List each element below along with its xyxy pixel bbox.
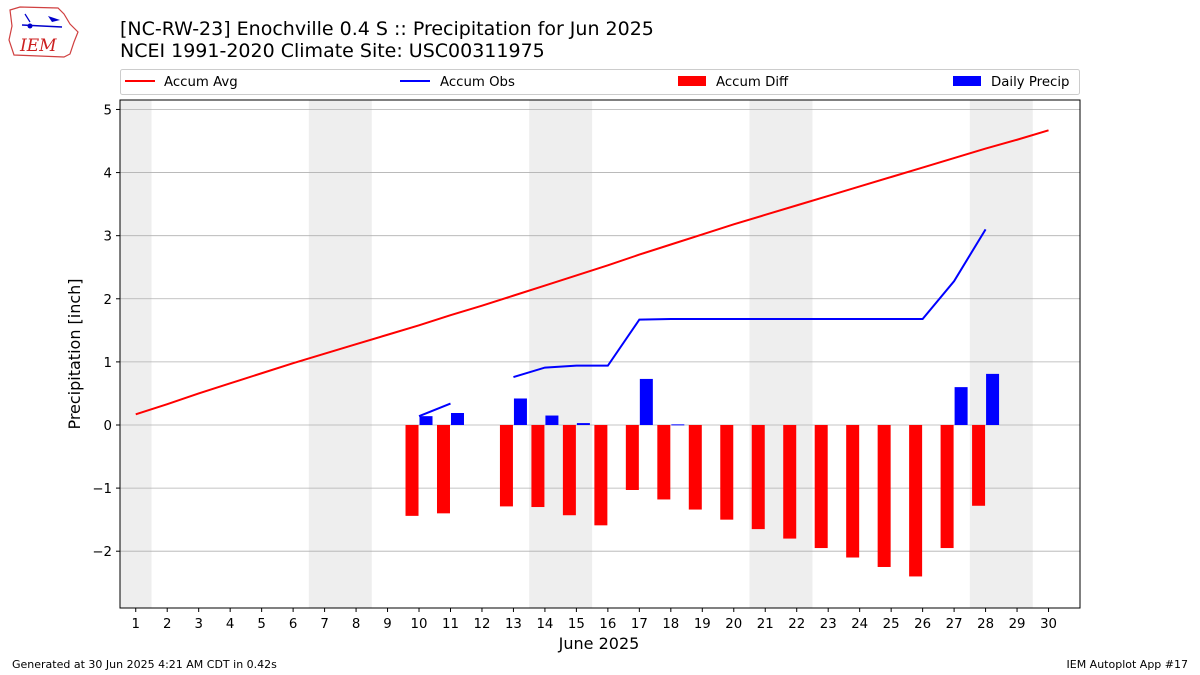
y-tick-label: 2 [104,293,112,308]
x-tick-label: 30 [1040,617,1057,632]
x-tick-label: 8 [352,617,360,632]
x-tick-label: 27 [946,617,963,632]
y-tick-label: 3 [104,230,112,245]
accum-avg-line [135,129,1049,416]
x-tick-label: 17 [631,617,648,632]
footer-app-label: IEM Autoplot App #17 [1066,658,1189,671]
x-tick-label: 23 [820,617,837,632]
x-tick-label: 9 [383,617,391,632]
legend-swatch-accum-diff [678,76,706,86]
weekend-shade [969,100,1033,608]
daily-precip-bar [639,378,653,425]
x-tick-label: 2 [163,617,171,632]
x-tick-label: 10 [411,617,428,632]
accum-diff-bar [783,424,797,539]
y-tick-label: 0 [104,419,112,434]
accum-diff-bar [688,424,702,510]
chart-subtitle: NCEI 1991-2020 Climate Site: USC00311975 [120,40,545,62]
x-tick-label: 15 [568,617,585,632]
x-axis-label: June 2025 [558,634,640,653]
legend-label-accum-diff: Accum Diff [716,75,789,90]
x-tick-label: 25 [883,617,900,632]
daily-precip-bar [545,415,559,425]
x-tick-label: 22 [788,617,805,632]
accum-diff-bar [814,424,828,549]
accum-diff-bar [720,424,734,520]
x-tick-label: 29 [1009,617,1026,632]
daily-precip-bar [419,416,433,425]
accum-diff-bar [499,424,513,507]
y-tick-label: 1 [104,356,112,371]
x-tick-label: 20 [725,617,742,632]
x-tick-label: 5 [257,617,265,632]
x-tick-label: 1 [132,617,140,632]
accum-diff-bar [405,424,419,516]
logo-text: IEM [19,36,57,56]
daily-precip-bar [954,387,968,425]
iem-logo: IEM [8,6,79,58]
x-tick-label: 16 [599,617,616,632]
accum-diff-bar [531,424,545,508]
y-tick-label: 4 [104,167,112,182]
accum-diff-bar [594,424,608,526]
y-tick-label: 5 [104,103,112,118]
x-tick-label: 21 [757,617,774,632]
x-tick-label: 19 [694,617,711,632]
y-tick-label: −2 [92,545,112,560]
legend-label-daily-precip: Daily Precip [991,75,1069,90]
x-tick-label: 24 [851,617,868,632]
accum-diff-bar [877,424,891,567]
weekend-shade [529,100,593,608]
accum-obs-line [418,402,451,418]
accum-diff-bar [846,424,860,558]
legend: Accum Avg Accum Obs Accum Diff Daily Pre… [120,69,1080,95]
weekend-shade [120,100,152,608]
x-tick-label: 3 [194,617,202,632]
accum-diff-bar [751,424,765,530]
x-tick-label: 12 [474,617,491,632]
daily-precip-bar [450,413,464,425]
accum-diff-bar [436,424,450,514]
chart-title: [NC-RW-23] Enochville 0.4 S :: Precipita… [120,18,654,40]
x-tick-label: 26 [914,617,931,632]
weekend-shade [308,100,372,608]
x-tick-label: 6 [289,617,297,632]
y-tick-label: −1 [92,482,112,497]
x-tick-label: 14 [536,617,553,632]
accum-diff-bar [940,424,954,549]
accum-diff-bar [657,424,671,500]
footer-generated-text: Generated at 30 Jun 2025 4:21 AM CDT in … [12,658,277,671]
legend-swatch-daily-precip [953,76,981,86]
x-tick-label: 18 [662,617,679,632]
x-tick-label: 28 [977,617,994,632]
accum-diff-bar [625,424,639,490]
accum-diff-bar [909,424,923,577]
daily-precip-bar [513,398,527,425]
plot-frame [119,99,1081,609]
x-tick-label: 13 [505,617,522,632]
x-tick-label: 4 [226,617,234,632]
daily-precip-bar [671,424,685,426]
accum-obs-line [513,228,987,378]
legend-label-accum-avg: Accum Avg [164,75,238,90]
accum-diff-bar [972,424,986,506]
x-tick-label: 7 [320,617,328,632]
accum-diff-bar [562,424,576,516]
weekend-shade [749,100,813,608]
y-axis-label: Precipitation [inch] [65,278,84,429]
x-tick-label: 11 [442,617,459,632]
legend-label-accum-obs: Accum Obs [440,75,515,90]
daily-precip-bar [576,423,590,425]
daily-precip-bar [986,373,1000,425]
